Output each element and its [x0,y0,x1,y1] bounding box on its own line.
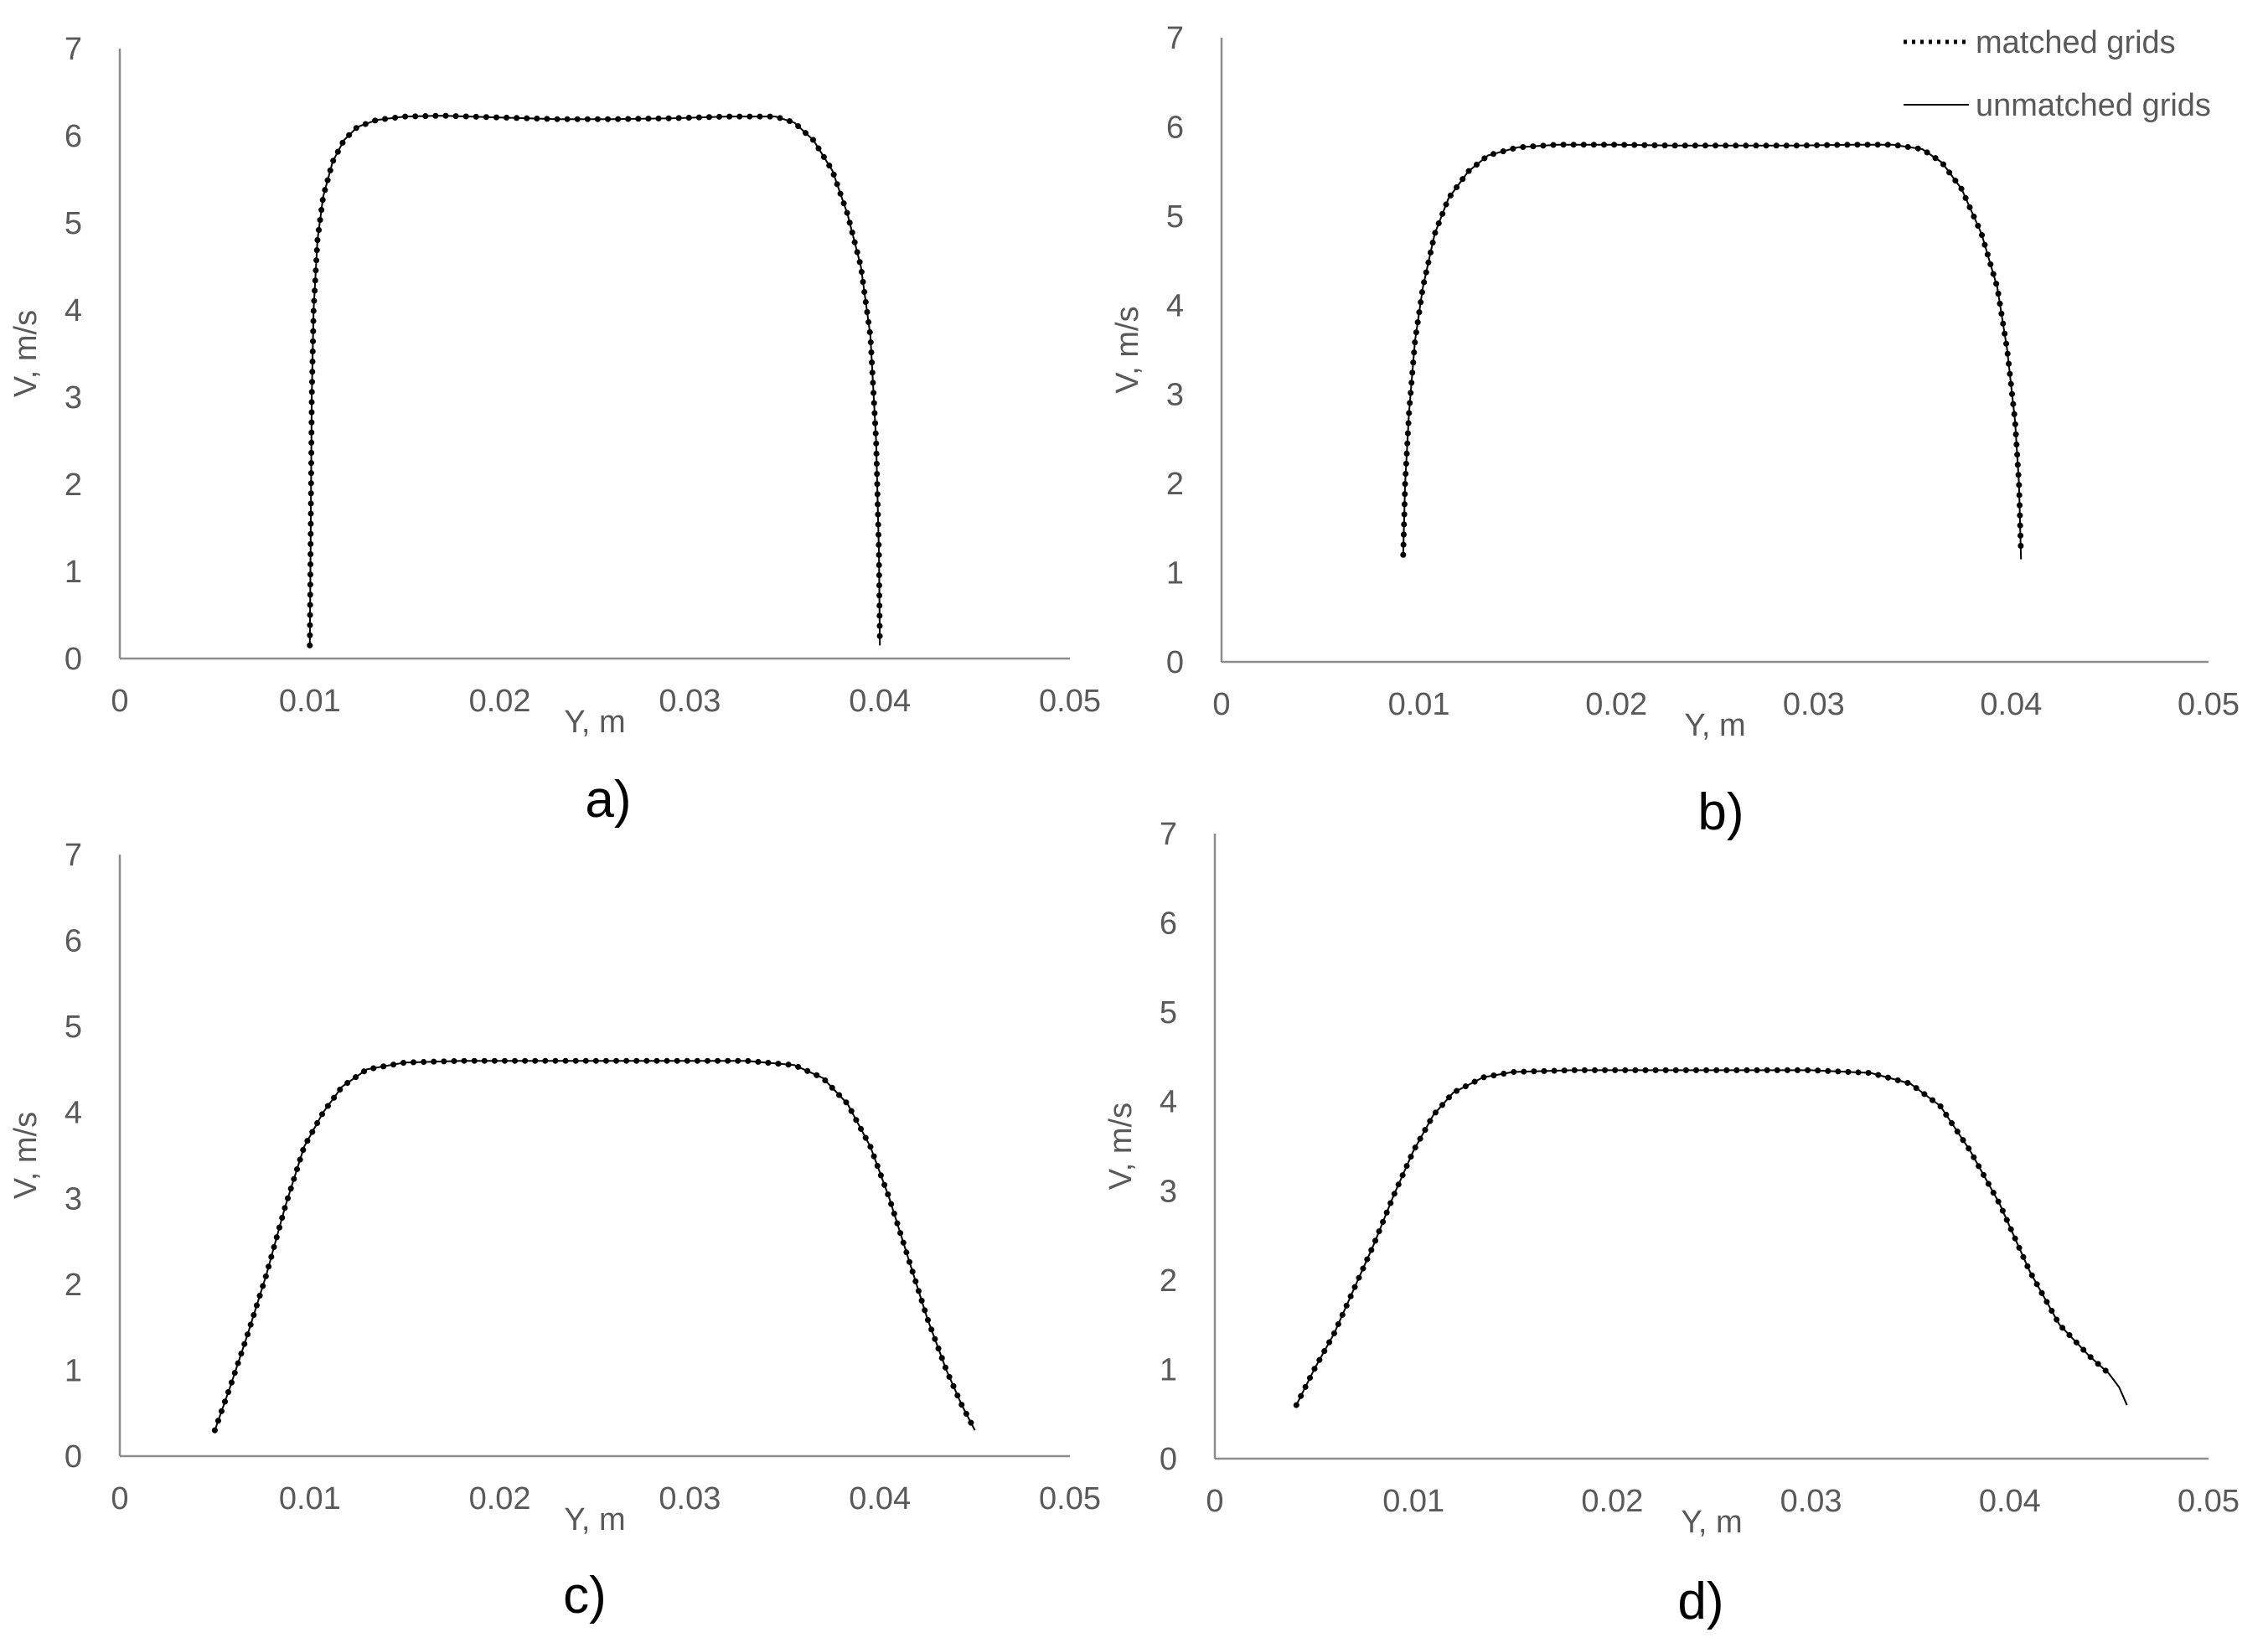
matched-grids-line [1293,1067,2112,1408]
unmatched-grids-line [308,115,881,646]
x-tick-label: 0 [111,1481,128,1516]
panel-label: a) [585,771,631,829]
y-tick-label: 4 [1160,1085,1177,1120]
chart-panel-a: 0 1 2 3 4 5 6 7 0 0.01 0.02 0.03 0.04 0.05 Y, m V, m/s a… [8,32,1101,829]
unmatched-grids-line [214,1060,976,1431]
y-tick-label: 5 [65,206,82,241]
y-axis-title: V, m/s [8,310,44,397]
x-tick-label: 0.03 [1783,687,1845,722]
y-tick-label: 5 [1160,995,1177,1031]
y-tick-label: 0 [1160,1442,1177,1477]
y-tick-label: 6 [65,924,82,959]
y-tick-label: 6 [1166,110,1184,145]
matched-grids-line [307,112,883,648]
y-axis-title: V, m/s [8,1112,44,1199]
y-tick-label: 6 [1160,907,1177,942]
x-tick-label: 0.04 [849,1481,911,1516]
y-tick-label: 1 [1160,1352,1177,1387]
y-tick-label: 4 [65,293,82,328]
chart-panel-b: 0 1 2 3 4 5 6 7 0 0.01 0.02 0.03 0.04 0.05 Y, m V, m/s b… [1110,21,2240,841]
x-tick-label: 0.05 [1039,684,1101,719]
y-tick-label: 3 [65,380,82,416]
x-tick-label: 0.03 [659,684,721,719]
y-tick-label: 2 [1166,467,1184,502]
y-tick-label: 7 [1160,817,1177,852]
unmatched-grids-line [1402,143,2023,560]
x-tick-label: 0.02 [1581,1484,1643,1519]
y-tick-label: 5 [1166,199,1184,235]
legend-matched-label: matched grids [1976,25,2176,60]
y-tick-label: 0 [65,642,82,677]
x-tick-label: 0.05 [1039,1481,1101,1516]
panel-label: c) [563,1567,607,1625]
chart-panel-d: 0 1 2 3 4 5 6 7 0 0.01 0.02 0.03 0.04 0.05 Y, m V, m/s d… [1103,817,2240,1630]
y-tick-label: 4 [65,1096,82,1131]
x-tick-label: 0.05 [2178,1484,2240,1519]
x-axis-title: Y, m [564,1502,625,1537]
y-tick-label: 4 [1166,288,1184,323]
legend: matched grids unmatched grids [1904,25,2211,123]
x-tick-label: 0.02 [469,684,531,719]
x-axis-title: Y, m [1684,708,1745,743]
unmatched-grids-line [1295,1069,2128,1406]
y-tick-label: 5 [65,1010,82,1045]
y-axis-title: V, m/s [1110,306,1145,393]
panel-label: b) [1697,783,1744,841]
x-tick-label: 0.02 [1585,687,1647,722]
y-tick-label: 1 [1166,556,1184,592]
x-tick-label: 0.01 [1388,687,1450,722]
y-tick-label: 2 [65,468,82,503]
chart-panel-c: 0 1 2 3 4 5 6 7 0 0.01 0.02 0.03 0.04 0.05 Y, m V, m/s c… [8,838,1101,1625]
matched-grids-line [211,1057,979,1434]
matched-grids-line [1400,142,2024,558]
y-tick-label: 6 [65,119,82,154]
y-tick-label: 2 [65,1268,82,1303]
x-axis-title: Y, m [1681,1505,1742,1540]
y-tick-label: 7 [65,838,82,873]
x-tick-label: 0.01 [1382,1484,1444,1519]
x-tick-label: 0.03 [1780,1484,1842,1519]
y-axis-title: V, m/s [1103,1103,1139,1190]
x-tick-label: 0.01 [279,1481,341,1516]
y-tick-label: 7 [65,32,82,67]
x-tick-label: 0 [1212,687,1230,722]
y-tick-label: 0 [65,1439,82,1475]
y-tick-label: 1 [65,555,82,590]
x-tick-label: 0.02 [469,1481,531,1516]
y-tick-label: 3 [1160,1174,1177,1209]
y-tick-label: 2 [1160,1263,1177,1299]
y-tick-label: 7 [1166,21,1184,56]
x-axis-title: Y, m [564,705,625,740]
y-tick-label: 3 [65,1181,82,1217]
legend-unmatched-label: unmatched grids [1976,88,2211,123]
x-tick-label: 0.04 [1979,1484,2041,1519]
x-tick-label: 0 [111,684,128,719]
panel-label: d) [1677,1573,1723,1630]
x-tick-label: 0.04 [849,684,911,719]
y-tick-label: 3 [1166,378,1184,413]
x-tick-label: 0.03 [659,1481,721,1516]
x-tick-label: 0.01 [279,684,341,719]
x-tick-label: 0 [1206,1484,1223,1519]
x-tick-label: 0.05 [2178,687,2240,722]
x-tick-label: 0.04 [1980,687,2042,722]
y-tick-label: 0 [1166,645,1184,680]
y-tick-label: 1 [65,1353,82,1388]
